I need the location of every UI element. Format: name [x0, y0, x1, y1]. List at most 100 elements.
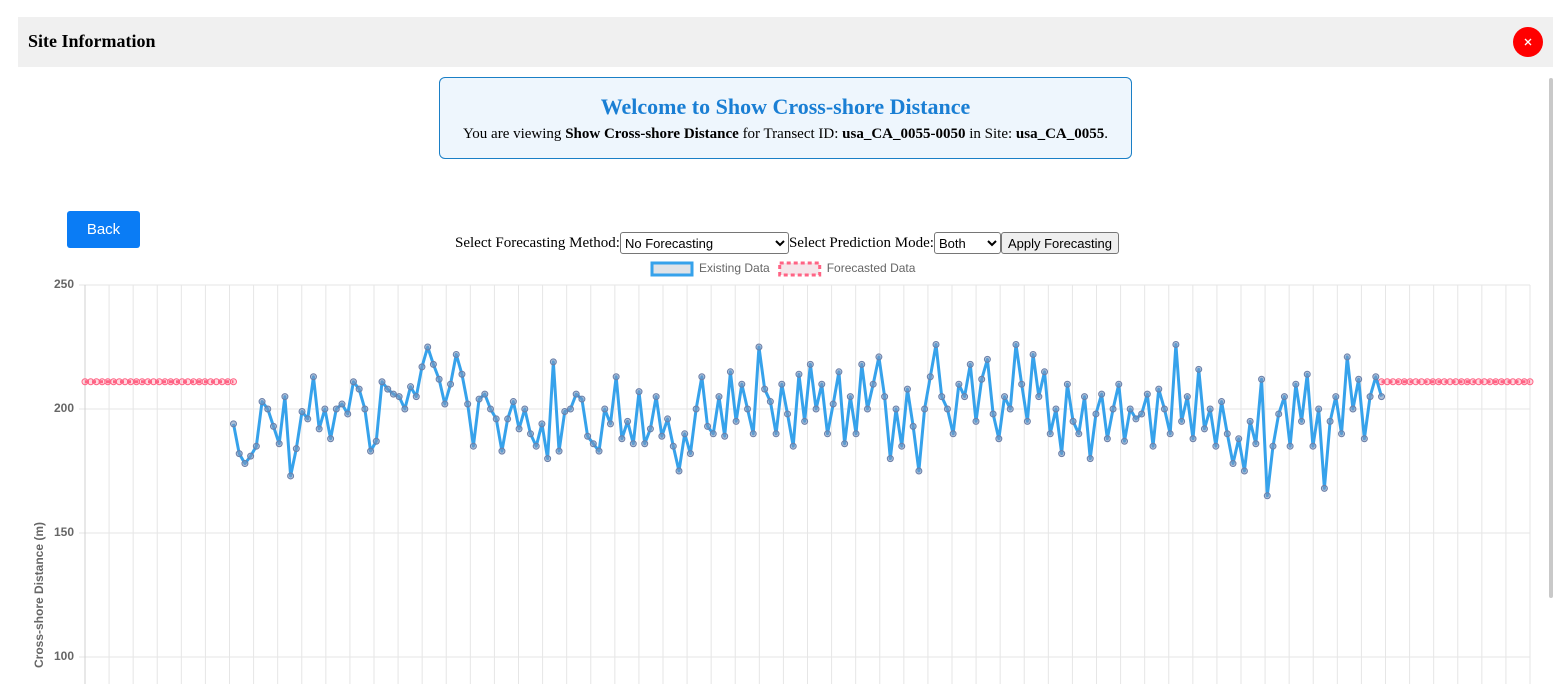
data-point	[1069, 417, 1077, 425]
data-point	[469, 442, 477, 450]
data-point	[452, 350, 460, 358]
data-point	[852, 430, 860, 438]
data-point	[1332, 393, 1340, 401]
data-point	[841, 440, 849, 448]
data-point	[1452, 378, 1460, 386]
data-point	[909, 422, 917, 430]
data-point	[447, 380, 455, 388]
apply-button[interactable]: Apply Forecasting	[1000, 232, 1119, 254]
data-point	[1029, 350, 1037, 358]
data-point	[989, 410, 997, 418]
data-point	[407, 383, 415, 391]
data-point	[247, 452, 255, 460]
data-point	[601, 405, 609, 413]
data-point	[955, 380, 963, 388]
data-point	[429, 360, 437, 368]
data-point	[709, 430, 717, 438]
data-point	[875, 353, 883, 361]
data-point	[1475, 378, 1483, 386]
data-point	[658, 432, 666, 440]
text: usa_CA_0055	[1015, 126, 1105, 142]
data-point	[492, 415, 500, 423]
legend-label: Forecasted Data	[827, 261, 916, 275]
data-point	[772, 430, 780, 438]
data-point	[509, 398, 517, 406]
data-point	[1195, 365, 1203, 373]
data-point	[178, 378, 186, 386]
welcome-box: Welcome to Show Cross-shore Distance You…	[439, 77, 1132, 159]
data-point	[646, 425, 654, 433]
y-tick-label: 100	[54, 649, 74, 663]
data-point	[1172, 341, 1180, 349]
data-point	[1166, 430, 1174, 438]
data-point	[1315, 405, 1323, 413]
data-point	[1360, 435, 1368, 443]
data-point	[1041, 368, 1049, 376]
data-point	[1103, 435, 1111, 443]
data-point	[938, 393, 946, 401]
data-point	[235, 450, 243, 458]
data-point	[675, 467, 683, 475]
data-point	[1343, 353, 1351, 361]
data-point	[1515, 378, 1523, 386]
y-tick-label: 250	[54, 277, 74, 291]
data-point	[766, 398, 774, 406]
data-point	[1338, 430, 1346, 438]
data-point	[1149, 442, 1157, 450]
data-point	[458, 370, 466, 378]
data-point	[87, 378, 95, 386]
data-point	[778, 380, 786, 388]
data-point	[892, 405, 900, 413]
data-point	[806, 360, 814, 368]
data-point	[275, 440, 283, 448]
data-point	[629, 440, 637, 448]
data-point	[424, 343, 432, 351]
data-point	[1457, 378, 1465, 386]
data-point	[1286, 442, 1294, 450]
data-point	[401, 405, 409, 413]
data-point	[789, 442, 797, 450]
data-point	[98, 378, 106, 386]
data-point	[589, 440, 597, 448]
data-point	[1298, 417, 1306, 425]
text: for Transect ID:	[738, 126, 843, 142]
data-point	[252, 442, 260, 450]
data-point	[1497, 378, 1505, 386]
method-select[interactable]: No Forecasting	[619, 232, 789, 254]
data-point	[801, 417, 809, 425]
back-button[interactable]: Back	[67, 211, 140, 248]
header-title: Site Information	[28, 31, 156, 51]
data-point	[1389, 378, 1397, 386]
data-point	[612, 373, 620, 381]
data-point	[1469, 378, 1477, 386]
mode-select[interactable]: Both	[933, 232, 1001, 254]
data-point	[372, 437, 380, 445]
data-point	[389, 390, 397, 398]
data-point	[526, 430, 534, 438]
data-point	[641, 440, 649, 448]
data-point	[304, 415, 312, 423]
data-point	[229, 378, 237, 386]
data-point	[92, 378, 100, 386]
data-point	[184, 378, 192, 386]
data-point	[1263, 492, 1271, 500]
data-point	[412, 393, 420, 401]
data-point	[1081, 393, 1089, 401]
data-point	[201, 378, 209, 386]
data-point	[298, 407, 306, 415]
data-point	[664, 415, 672, 423]
data-point	[172, 378, 180, 386]
data-point	[1132, 415, 1140, 423]
data-point	[1349, 405, 1357, 413]
data-point	[886, 455, 894, 463]
data-point	[1143, 390, 1151, 398]
y-axis-title: Cross-shore Distance (m)	[32, 522, 46, 668]
data-point	[1423, 378, 1431, 386]
data-point	[1252, 440, 1260, 448]
data-point	[212, 378, 220, 386]
data-point	[218, 378, 226, 386]
data-point	[1406, 378, 1414, 386]
close-button[interactable]	[1513, 27, 1543, 57]
data-point	[1400, 378, 1408, 386]
